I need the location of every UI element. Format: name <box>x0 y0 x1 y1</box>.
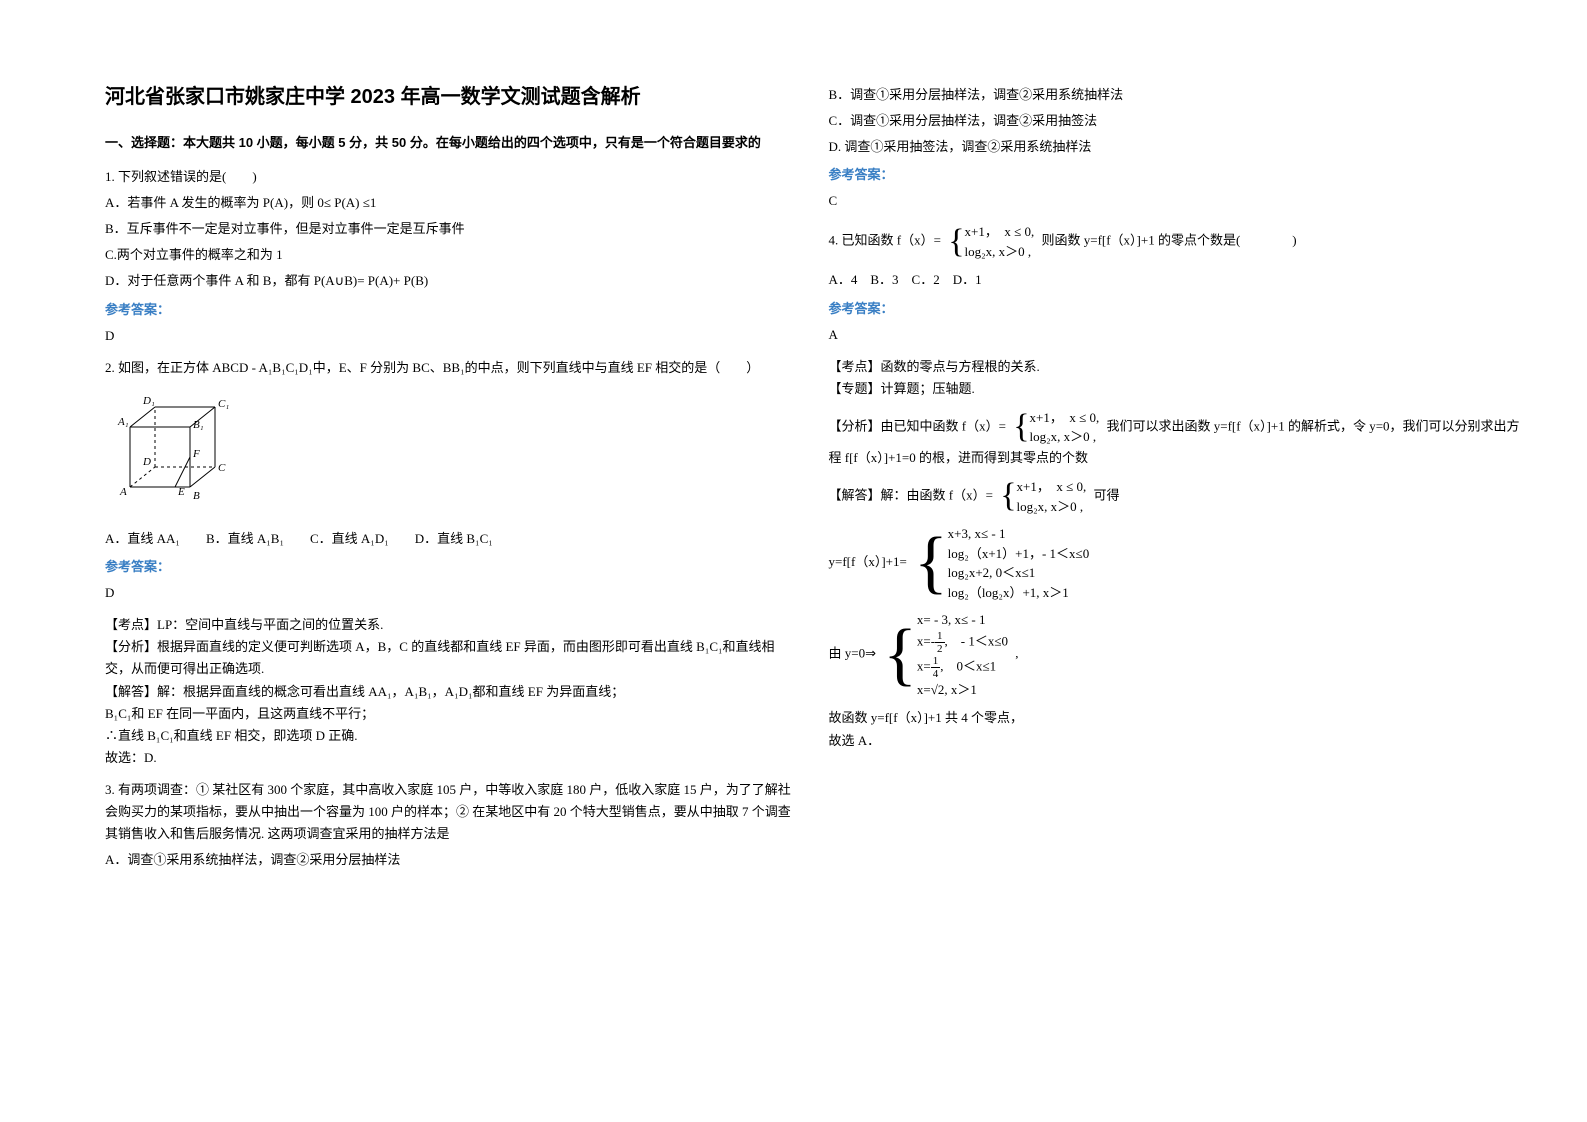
exam-title: 河北省张家口市姚家庄中学 2023 年高一数学文测试题含解析 <box>105 80 799 114</box>
svg-text:B₁: B₁ <box>193 419 204 431</box>
x-neg-half-pre: x=- <box>917 633 935 648</box>
q4-yf-c3: log₂x+2, 0＜x≤1 <box>948 563 1090 583</box>
q1-option-c: C.两个对立事件的概率之和为 1 <box>105 244 799 266</box>
svg-text:E: E <box>177 486 185 498</box>
q4-y0-c3: - 1＜x≤0 <box>961 633 1008 648</box>
q4-comma: , <box>1015 646 1018 661</box>
svg-text:C₁: C₁ <box>218 398 229 410</box>
q4-case2: log₂x, x＞0 , <box>965 242 1035 262</box>
piecewise-icon-4: { x+3, x≤ - 1 log₂（x+1）+1，- 1＜x≤0 log₂x+… <box>914 524 1089 602</box>
q1-option-b: B．互斥事件不一定是对立事件，但是对立事件一定是互斥事件 <box>105 218 799 240</box>
question-3: 3. 有两项调查：① 某社区有 300 个家庭，其中高收入家庭 105 户，中等… <box>105 779 799 871</box>
q4-yf-c1: x+3, x≤ - 1 <box>948 524 1090 544</box>
q4-answer: A <box>829 324 1523 346</box>
q3-answer: C <box>829 190 1523 212</box>
f-eq-2: f（x）= <box>962 418 1009 433</box>
q4-options: A．4 B．3 C．2 D．1 <box>829 269 1523 291</box>
svg-text:D: D <box>142 456 151 468</box>
q4-final1: 故函数 y=f[f（x）]+1 共 4 个零点， <box>829 707 1523 729</box>
fraction-half: 12 <box>935 630 945 655</box>
q1-stem: 1. 下列叙述错误的是( ) <box>105 166 799 188</box>
q4-by: 由 <box>829 646 842 661</box>
q1-answer: D <box>105 325 799 347</box>
q4-yf-c2: log₂（x+1）+1，- 1＜x≤0 <box>948 544 1090 564</box>
q4-solve-prefix: 【解答】解：由函数 <box>829 488 946 503</box>
q3-option-c: C．调查①采用分层抽样法，调查②采用抽签法 <box>829 110 1523 132</box>
svg-text:A₁: A₁ <box>117 416 129 428</box>
piecewise-icon-3: { x+1， x ≤ 0, log₂x, x＞0 , <box>1000 477 1086 516</box>
fraction-quarter: 14 <box>931 655 941 680</box>
cube-diagram: A B C D A₁ B₁ C₁ D₁ E F <box>115 387 235 507</box>
q4-yf-c4: log₂（log₂x）+1, x＞1 <box>948 583 1090 603</box>
q4-case2-b: log₂x, x＞0 , <box>1030 427 1100 447</box>
q3-option-d: D. 调查①采用抽签法，调查②采用系统抽样法 <box>829 136 1523 158</box>
q2-stem: 2. 如图，在正方体 ABCD - A₁B₁C₁D₁中，E、F 分别为 BC、B… <box>105 357 799 379</box>
x-quarter-pre: x= <box>917 658 931 673</box>
q4-subject: 【专题】计算题；压轴题. <box>829 378 1523 400</box>
f-eq-3: f（x）= <box>949 488 996 503</box>
svg-text:B: B <box>193 490 200 502</box>
piecewise-icon: { x+1， x ≤ 0, log₂x, x＞0 , <box>948 222 1034 261</box>
f-eq: f（x）= <box>897 233 944 248</box>
question-2: 2. 如图，在正方体 ABCD - A₁B₁C₁D₁中，E、F 分别为 BC、B… <box>105 357 799 769</box>
q4-yf-label: y=f[f（x）]+1= <box>829 554 907 569</box>
q2-answer-label: 参考答案： <box>105 556 799 578</box>
q3-stem: 3. 有两项调查：① 某社区有 300 个家庭，其中高收入家庭 105 户，中等… <box>105 779 799 845</box>
svg-text:A: A <box>119 486 127 498</box>
q2-analysis: 【分析】根据异面直线的定义便可判断选项 A，B，C 的直线都和直线 EF 异面，… <box>105 636 799 680</box>
q4-analysis-prefix: 【分析】由已知中函数 <box>829 418 959 433</box>
q3-option-b: B．调查①采用分层抽样法，调查②采用系统抽样法 <box>829 84 1523 106</box>
section-1-header: 一、选择题：本大题共 10 小题，每小题 5 分，共 50 分。在每小题给出的四… <box>105 132 799 154</box>
q1-answer-label: 参考答案： <box>105 299 799 321</box>
q4-y0-label: y=0⇒ <box>845 646 876 661</box>
q2-solve1: 【解答】解：根据异面直线的概念可看出直线 AA₁，A₁B₁，A₁D₁都和直线 E… <box>105 681 799 703</box>
q2-solve4: 故选：D. <box>105 747 799 769</box>
q4-y0-c1: x= - 3, x≤ - 1 <box>917 610 1008 630</box>
q4-y0-c7: x=√2, x＞1 <box>917 680 1008 700</box>
q4-answer-label: 参考答案： <box>829 298 1523 320</box>
piecewise-icon-5: { x= - 3, x≤ - 1 x=-12, - 1＜x≤0 x=14, 0＜… <box>883 610 1008 699</box>
svg-text:D₁: D₁ <box>142 395 155 407</box>
q4-stem-suffix: 则函数 y=f[f（x）]+1 的零点个数是( ) <box>1041 233 1296 248</box>
q4-y0-c5: 0＜x≤1 <box>956 658 996 673</box>
q3-option-a: A．调查①采用系统抽样法，调查②采用分层抽样法 <box>105 849 799 871</box>
q4-case1-b: x+1， x ≤ 0, <box>1030 408 1100 428</box>
q2-options: A．直线 AA₁ B．直线 A₁B₁ C．直线 A₁D₁ D．直线 B₁C₁ <box>105 528 799 550</box>
q3-answer-label: 参考答案： <box>829 164 1523 186</box>
question-1: 1. 下列叙述错误的是( ) A．若事件 A 发生的概率为 P(A)，则 0≤ … <box>105 166 799 347</box>
piecewise-icon-2: { x+1， x ≤ 0, log₂x, x＞0 , <box>1013 408 1099 447</box>
q4-stem-prefix: 4. 已知函数 <box>829 233 894 248</box>
q4-topic: 【考点】函数的零点与方程根的关系. <box>829 356 1523 378</box>
q2-solve3: ∴直线 B₁C₁和直线 EF 相交，即选项 D 正确. <box>105 725 799 747</box>
question-4: 4. 已知函数 f（x）= { x+1， x ≤ 0, log₂x, x＞0 ,… <box>829 222 1523 751</box>
q2-answer: D <box>105 582 799 604</box>
q4-case2-c: log₂x, x＞0 , <box>1017 497 1087 517</box>
q4-case1-c: x+1， x ≤ 0, <box>1017 477 1087 497</box>
q1-option-a: A．若事件 A 发生的概率为 P(A)，则 0≤ P(A) ≤1 <box>105 192 799 214</box>
q1-option-d: D．对于任意两个事件 A 和 B，都有 P(A∪B)= P(A)+ P(B) <box>105 270 799 292</box>
q4-solve-suffix: 可得 <box>1093 488 1119 503</box>
q2-solve2: B₁C₁和 EF 在同一平面内，且这两直线不平行； <box>105 703 799 725</box>
svg-text:F: F <box>192 448 200 460</box>
q2-topic: 【考点】LP：空间中直线与平面之间的位置关系. <box>105 614 799 636</box>
q4-case1: x+1， x ≤ 0, <box>965 222 1035 242</box>
svg-text:C: C <box>218 462 226 474</box>
q4-final2: 故选 A． <box>829 730 1523 752</box>
